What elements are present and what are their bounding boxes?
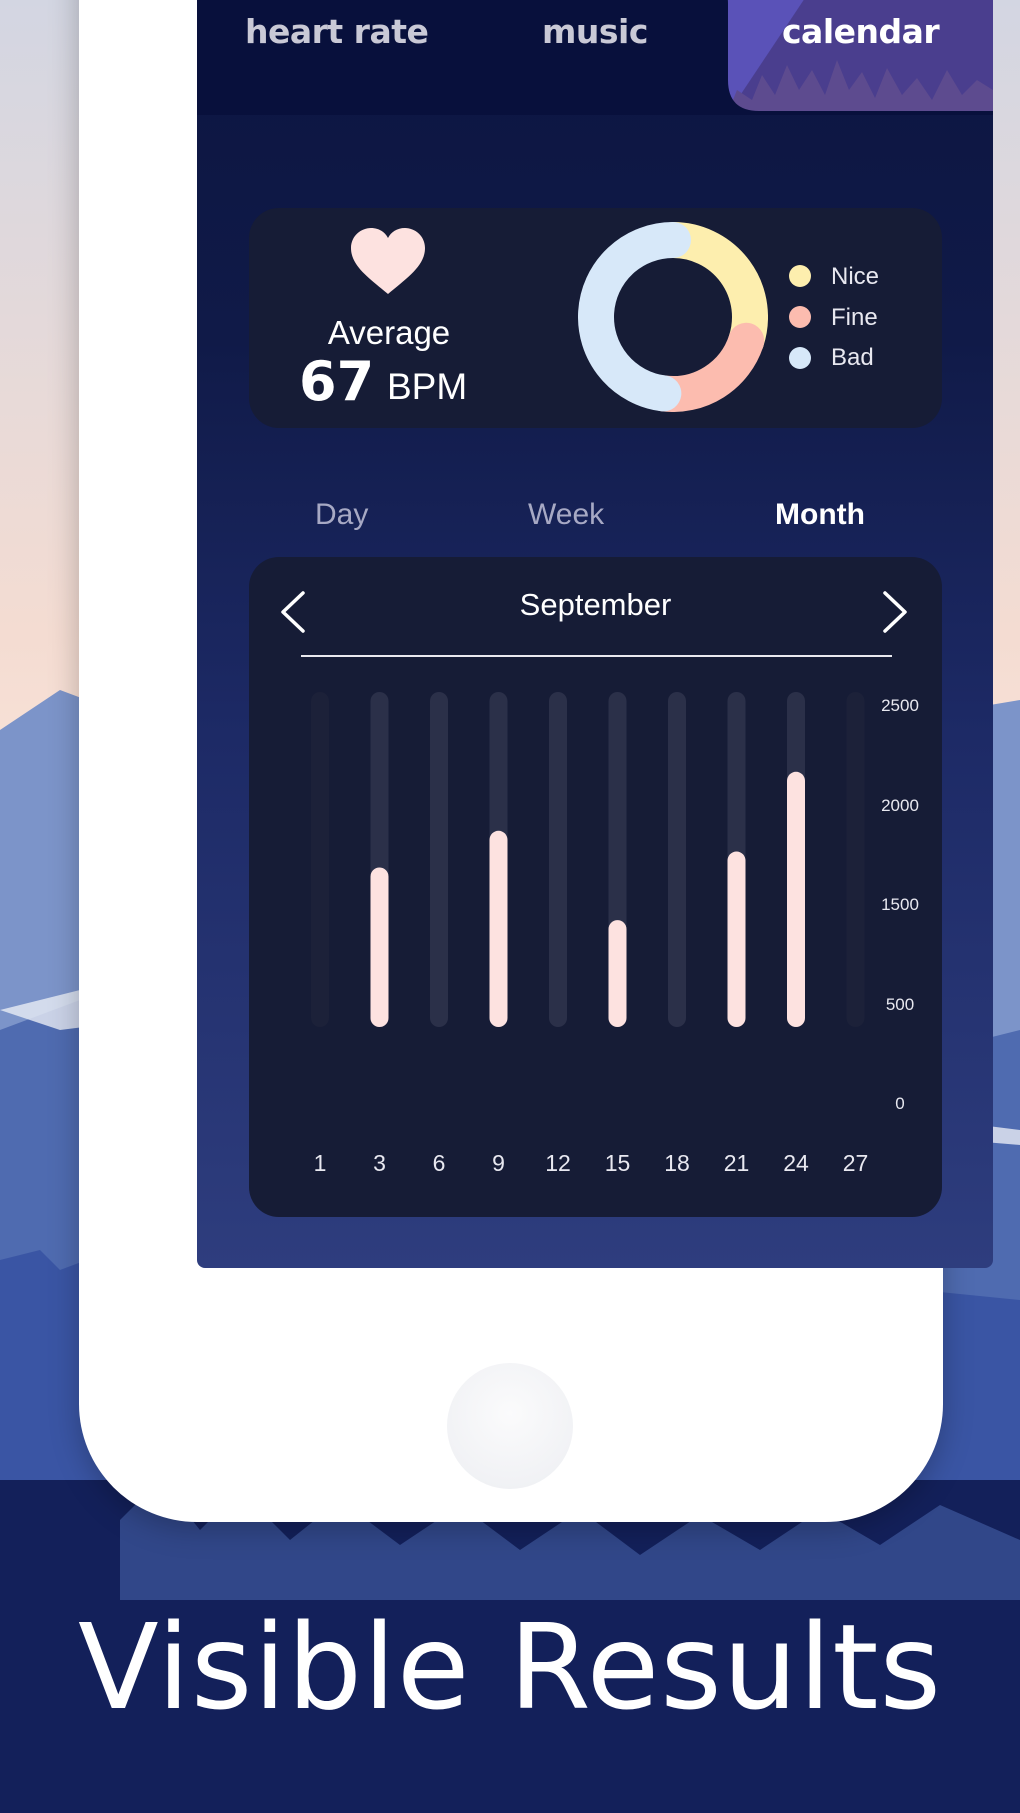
legend-dot-bad [789, 347, 811, 369]
headline: Visible Results [77, 1598, 943, 1736]
x-tick-label: 6 [433, 1150, 446, 1176]
x-tick-label: 27 [843, 1150, 869, 1176]
mood-donut-chart [578, 222, 768, 412]
donut-slice-bad [578, 222, 691, 412]
home-button[interactable] [447, 1363, 573, 1489]
x-tick-label: 24 [783, 1150, 809, 1176]
bar-day-3 [370, 867, 389, 1027]
tab-music[interactable]: music [542, 12, 648, 51]
x-tick-label: 18 [664, 1150, 690, 1176]
legend-label-nice: Nice [831, 263, 880, 290]
legend-dot-fine [789, 306, 811, 328]
tab-bar-background [197, 0, 993, 115]
bar-day-24 [787, 771, 805, 1027]
legend-label-bad: Bad [831, 344, 874, 371]
period-day[interactable]: Day [315, 498, 369, 531]
phone-frame: heart rate music calendar Average 67 BPM… [79, 0, 993, 1522]
monthly-bar-chart: 1 3 6 9 12 15 18 21 24 27 2500 2000 1500 500 0 [311, 692, 919, 1176]
heart-icon [351, 228, 425, 294]
bar-day-9 [489, 830, 508, 1027]
period-week[interactable]: Week [528, 498, 605, 531]
tab-calendar[interactable]: calendar [782, 12, 940, 51]
heart-rate-summary-card: Average 67 BPM Nice Fine Bad [249, 208, 942, 428]
period-month[interactable]: Month [775, 498, 865, 531]
x-tick-label: 9 [492, 1150, 505, 1176]
bar-track [311, 692, 329, 1027]
month-divider [301, 655, 892, 657]
y-tick-label: 1500 [881, 895, 919, 914]
month-label: September [519, 587, 672, 622]
bar-track [846, 692, 865, 1027]
bar-track [430, 692, 448, 1027]
average-label: Average [327, 314, 451, 351]
x-tick-label: 1 [314, 1150, 327, 1176]
bar-track [549, 692, 567, 1027]
chevron-left-icon[interactable] [273, 587, 313, 637]
tab-heart-rate[interactable]: heart rate [245, 12, 429, 51]
x-tick-label: 3 [373, 1150, 386, 1176]
x-tick-label: 21 [724, 1150, 750, 1176]
bar-track [668, 692, 686, 1027]
phone-screen: heart rate music calendar Average 67 BPM… [197, 0, 993, 1268]
bar-day-21 [727, 851, 746, 1027]
donut-slice-nice [655, 222, 768, 359]
legend-dot-nice [789, 265, 811, 287]
chevron-right-icon[interactable] [875, 587, 915, 637]
bpm-unit: BPM [387, 366, 468, 407]
y-tick-label: 500 [886, 995, 914, 1014]
x-tick-label: 15 [605, 1150, 631, 1176]
monthly-chart-card: 1 3 6 9 12 15 18 21 24 27 2500 2000 1500 500 0 Septemb… [249, 557, 942, 1217]
y-tick-label: 2500 [881, 696, 919, 715]
y-tick-label: 2000 [881, 796, 919, 815]
bar-day-15 [608, 920, 627, 1027]
x-tick-label: 12 [545, 1150, 571, 1176]
legend-label-fine: Fine [831, 304, 878, 331]
y-tick-label: 0 [895, 1094, 904, 1113]
bpm-value: 67 [299, 350, 375, 413]
